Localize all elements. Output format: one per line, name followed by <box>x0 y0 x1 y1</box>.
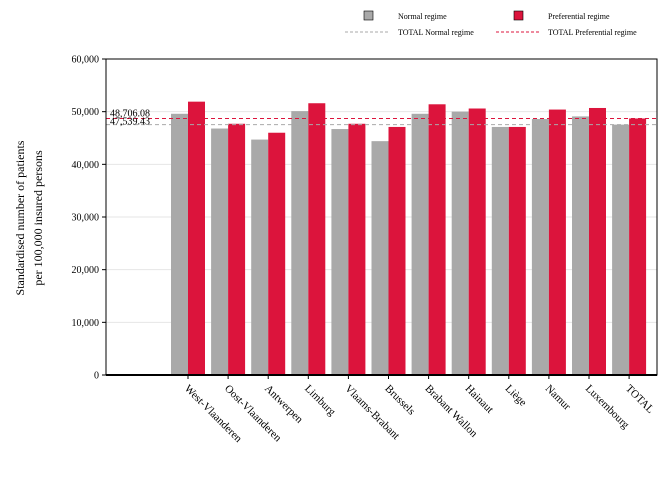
y-tick-label: 40,000 <box>72 160 100 171</box>
bar-preferential <box>468 108 486 376</box>
x-tick-label: Limburg <box>302 383 338 419</box>
reference-line-label: 48,706.08 <box>110 108 150 119</box>
bar-normal <box>491 126 509 375</box>
bar-normal <box>531 119 549 375</box>
bar-preferential <box>348 123 366 375</box>
bar-normal <box>612 124 630 375</box>
bar-normal <box>171 113 188 376</box>
bar-preferential <box>228 123 246 375</box>
bars <box>171 101 647 376</box>
legend-swatch-normal <box>363 10 374 21</box>
y-tick-label: 0 <box>94 371 99 382</box>
bar-normal <box>291 111 309 375</box>
x-tick-label: Liège <box>503 383 529 409</box>
bar-normal <box>251 139 269 375</box>
legend-label-total-normal: TOTAL Normal regime <box>398 28 474 37</box>
legend-label-preferential: Preferential regime <box>548 12 610 21</box>
reference-lines <box>106 117 657 126</box>
bar-preferential <box>308 103 326 376</box>
bar-preferential <box>188 101 205 375</box>
bar-normal <box>211 128 229 375</box>
y-tick-label: 60,000 <box>72 55 100 66</box>
x-tick-label: Namur <box>543 383 573 413</box>
bar-normal <box>331 129 349 375</box>
x-tick-label: Hainaut <box>463 383 496 416</box>
y-axis-title-line-2: per 100,000 insured persons <box>31 150 45 286</box>
legend-label-total-preferential: TOTAL Preferential regime <box>548 28 637 37</box>
legend: Normal regime Preferential regime TOTAL … <box>345 10 637 37</box>
bar-normal <box>371 141 389 375</box>
axes <box>102 58 658 379</box>
y-axis-title-line-1: Standardised number of patients <box>13 140 27 295</box>
y-tick-label: 50,000 <box>72 107 100 118</box>
bar-preferential <box>268 132 286 375</box>
bar-normal <box>451 111 469 376</box>
bar-preferential <box>589 107 606 375</box>
bar-preferential <box>548 109 566 375</box>
legend-swatch-preferential <box>513 10 524 21</box>
x-tick-label: TOTAL <box>623 383 656 416</box>
bar-preferential <box>428 104 446 375</box>
y-tick-label: 20,000 <box>72 265 100 276</box>
y-tick-label: 10,000 <box>72 318 100 329</box>
reference-line-label: 47,539.43 <box>110 117 150 128</box>
legend-label-normal: Normal regime <box>398 12 447 21</box>
bar-preferential <box>508 126 526 375</box>
bar-preferential <box>629 118 647 375</box>
bar-normal <box>572 116 589 375</box>
y-tick-label: 30,000 <box>72 213 100 224</box>
x-tick-label: Brussels <box>382 383 417 418</box>
bar-normal <box>411 113 429 376</box>
bar-preferential <box>388 126 406 375</box>
